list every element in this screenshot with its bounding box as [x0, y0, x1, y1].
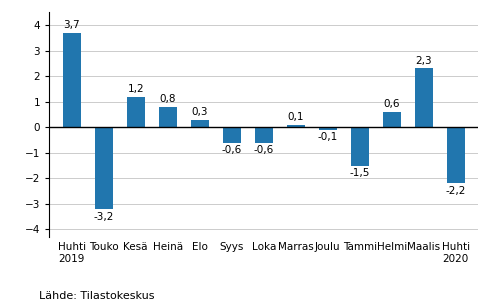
- Bar: [223, 127, 241, 143]
- Text: -2,2: -2,2: [446, 186, 466, 196]
- Text: -3,2: -3,2: [94, 212, 114, 222]
- Text: 0,8: 0,8: [159, 94, 176, 104]
- Bar: [255, 127, 273, 143]
- Bar: [383, 112, 401, 127]
- Text: Lähde: Tilastokeskus: Lähde: Tilastokeskus: [39, 291, 155, 301]
- Text: 0,6: 0,6: [384, 99, 400, 109]
- Text: 0,3: 0,3: [191, 107, 208, 117]
- Text: -0,6: -0,6: [222, 145, 242, 155]
- Bar: [287, 125, 305, 127]
- Bar: [191, 119, 209, 127]
- Bar: [95, 127, 112, 209]
- Bar: [447, 127, 464, 183]
- Bar: [63, 33, 80, 127]
- Text: 0,1: 0,1: [287, 112, 304, 122]
- Bar: [127, 97, 144, 127]
- Text: 3,7: 3,7: [64, 20, 80, 30]
- Text: -0,6: -0,6: [253, 145, 274, 155]
- Text: -0,1: -0,1: [317, 132, 338, 142]
- Bar: [415, 68, 432, 127]
- Text: 1,2: 1,2: [127, 84, 144, 94]
- Bar: [351, 127, 369, 166]
- Text: -1,5: -1,5: [350, 168, 370, 178]
- Bar: [319, 127, 337, 130]
- Text: 2,3: 2,3: [416, 56, 432, 66]
- Bar: [159, 107, 176, 127]
